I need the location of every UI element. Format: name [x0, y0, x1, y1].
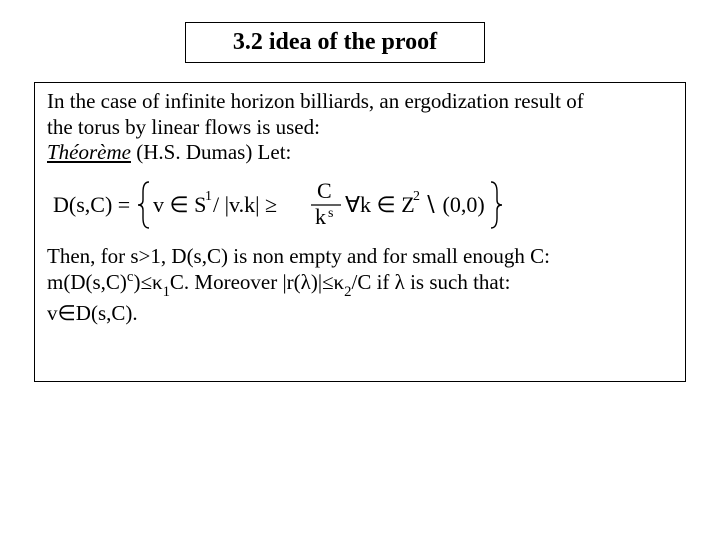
para1-line2: the torus by linear flows is used: — [47, 115, 320, 139]
para1-line1: In the case of infinite horizon billiard… — [47, 89, 584, 113]
title-box: 3.2 idea of the proof — [185, 22, 485, 63]
formula-set-open: v ∈ S — [153, 192, 206, 217]
para2-c: v∈D(s,C). — [47, 301, 138, 325]
left-brace — [138, 182, 149, 228]
title-text: 3.2 idea of the proof — [233, 29, 437, 55]
para2-b-end: /C if λ is such that: — [351, 270, 510, 294]
formula-s-sup: 1 — [205, 189, 212, 204]
formula-z-sup: 2 — [413, 189, 420, 204]
frac-top: C — [317, 178, 332, 203]
formula-forall: ∀k ∈ Z — [345, 192, 415, 217]
para2-b-sub1: 1 — [163, 284, 170, 300]
frac-bot-sup: s — [328, 206, 333, 221]
para2-b-pre: m(D(s,C) — [47, 270, 127, 294]
formula-svg: D(s,C) = v ∈ S 1 / |v.k| ≥ C k s ∀k ∈ Z … — [53, 176, 553, 234]
para2-b-mid2: C. Moreover |r(λ)|≤κ — [170, 270, 344, 294]
paragraph-2: Then, for s>1, D(s,C) is non empty and f… — [47, 244, 673, 326]
content-box: In the case of infinite horizon billiard… — [34, 82, 686, 382]
right-brace — [491, 182, 502, 228]
theorem-attr: (H.S. Dumas) Let: — [131, 140, 291, 164]
theorem-label: Théorème — [47, 140, 131, 164]
para2-b-sub2: 2 — [344, 284, 351, 300]
frac-bot-k: k — [315, 204, 326, 229]
formula-lhs: D(s,C) = — [53, 192, 130, 217]
para2-a: Then, for s>1, D(s,C) is non empty and f… — [47, 244, 550, 268]
formula-mid: / |v.k| ≥ — [213, 192, 277, 217]
paragraph-1: In the case of infinite horizon billiard… — [47, 89, 673, 166]
para2-b-mid1: )≤κ — [133, 270, 162, 294]
formula-minus: ∖ (0,0) — [423, 192, 485, 217]
para2-b-supc: c — [127, 269, 134, 285]
formula-block: D(s,C) = v ∈ S 1 / |v.k| ≥ C k s ∀k ∈ Z … — [53, 176, 673, 234]
